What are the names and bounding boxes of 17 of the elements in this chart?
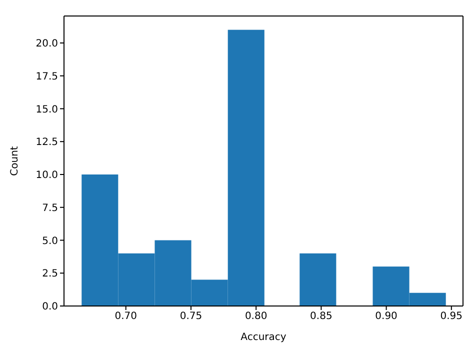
y-tick-label: 10.0: [36, 170, 58, 182]
y-tick-label: 15.0: [36, 104, 58, 116]
y-tick-label: 5.0: [42, 236, 58, 247]
x-tick-label: 0.95: [440, 311, 463, 322]
x-tick-label: 0.70: [114, 311, 137, 322]
y-tick-label: 7.5: [42, 202, 58, 214]
y-tick-label: 0.0: [42, 302, 58, 313]
y-tick-label: 2.5: [42, 268, 58, 280]
x-tick-label: 0.75: [180, 311, 202, 322]
x-tick-label: 0.80: [244, 311, 268, 322]
y-tick-label: 17.5: [36, 71, 58, 82]
x-axis-title: Accuracy: [240, 332, 286, 343]
x-tick-label: 0.85: [310, 311, 332, 322]
x-tick-label: 0.90: [375, 311, 398, 322]
y-axis-title: Count: [10, 146, 21, 176]
y-tick-label: 12.5: [36, 137, 58, 148]
y-tick-label: 20.0: [36, 38, 58, 50]
